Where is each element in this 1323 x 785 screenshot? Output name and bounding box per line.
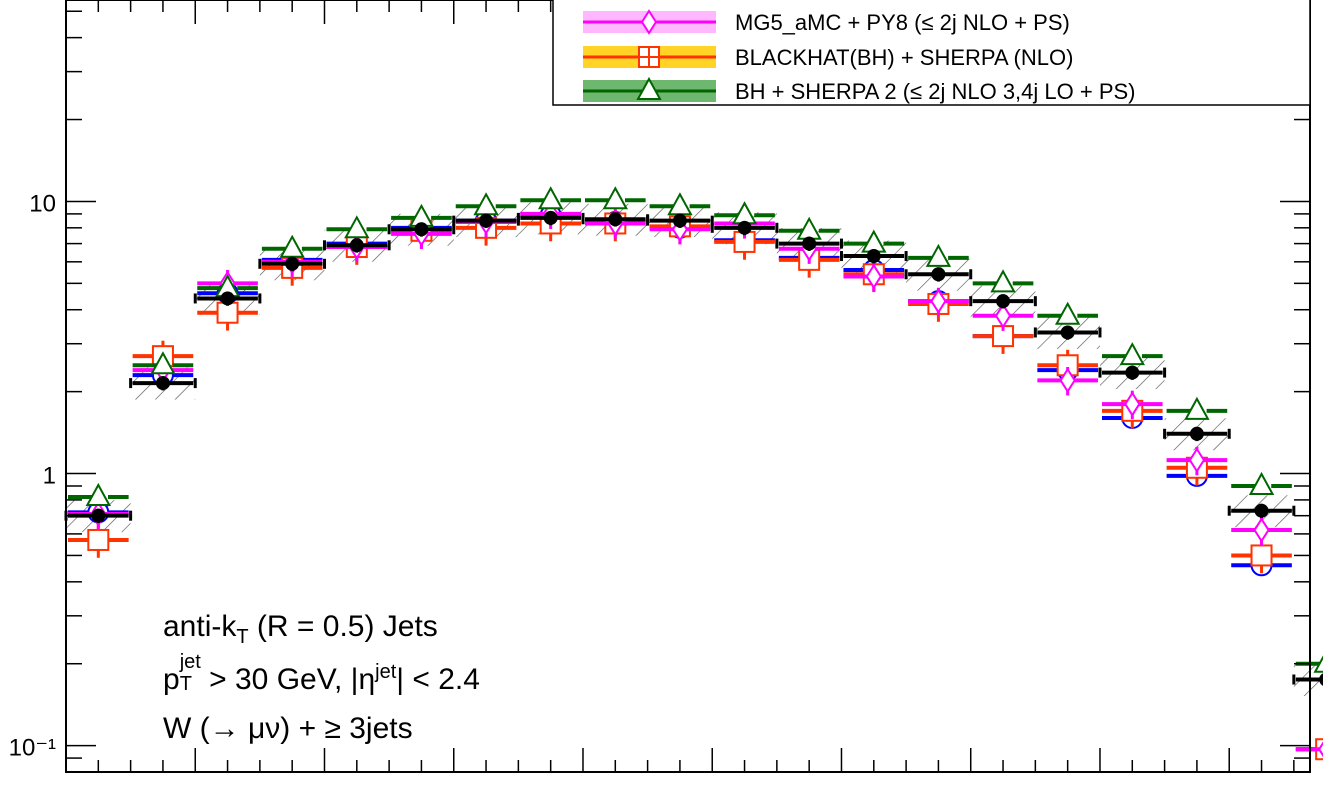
plot-border [65, 0, 1311, 773]
prediction-marker [994, 302, 1012, 329]
annotation-text: > 30 GeV, |η [200, 663, 376, 696]
prediction-marker [1119, 342, 1145, 366]
annotation-superscript: jet [375, 661, 397, 683]
data-point [155, 376, 170, 391]
data-point [1319, 673, 1323, 686]
data-point [479, 213, 494, 228]
prediction-marker [636, 76, 662, 100]
data-point [91, 508, 106, 523]
annotation-process: W (→ μν) + ≥ 3jets [163, 714, 413, 744]
data-point [931, 267, 946, 282]
y-tick-label: 1 [43, 463, 56, 490]
data-point [1060, 325, 1075, 340]
prediction-marker [1253, 517, 1270, 543]
prediction-marker [85, 482, 112, 506]
prediction-marker [537, 186, 564, 210]
prediction-marker [925, 243, 952, 267]
prediction-marker [1250, 544, 1273, 567]
data-point [1125, 365, 1140, 380]
y-tick-label: 10 [29, 190, 56, 217]
data-point [349, 238, 364, 253]
legend-label: BH + SHERPA 2 (≤ 2j NLO 3,4j LO + PS) [735, 79, 1136, 104]
data-point [285, 256, 300, 271]
data-point [802, 236, 817, 251]
annotation-jet-algorithm: anti-kT (R = 0.5) Jets [163, 610, 438, 648]
data-point [1254, 503, 1269, 518]
legend: MG5_aMC + PY8 (≤ 2j NLO + PS) BLACKHAT(BH… [552, 0, 1311, 106]
annotation-subscript: T [236, 626, 249, 648]
data-point [220, 291, 235, 306]
legend-label: MG5_aMC + PY8 (≤ 2j NLO + PS) [735, 10, 1070, 35]
series-0 [64, 210, 1323, 686]
data-point [608, 212, 623, 227]
prediction-marker [990, 269, 1016, 293]
prediction-marker [1124, 391, 1141, 417]
annotation-superscript: jet [179, 651, 201, 673]
data-point [543, 210, 558, 225]
prediction-marker [930, 288, 947, 315]
series-layer [64, 186, 1323, 761]
annotation-text: W (→ μν) + ≥ 3jets [163, 712, 413, 745]
prediction-marker [640, 9, 658, 35]
data-point [414, 222, 429, 237]
prediction-marker [1059, 367, 1076, 394]
series-4 [68, 186, 1323, 673]
prediction-marker [279, 234, 305, 258]
prediction-marker [1248, 471, 1275, 495]
data-point [996, 294, 1011, 309]
prediction-marker [87, 528, 110, 551]
prediction-marker [344, 215, 370, 239]
prediction-marker [1184, 396, 1210, 420]
annotation-text: (R = 0.5) Jets [248, 610, 438, 643]
prediction-marker [150, 351, 176, 375]
annotation-text: | < 2.4 [396, 663, 480, 696]
annotation-text: anti-k [163, 610, 237, 643]
prediction-marker [1188, 447, 1206, 474]
data-point [1189, 426, 1204, 441]
prediction-marker [1313, 655, 1323, 673]
data-point [866, 249, 881, 264]
legend-label: BLACKHAT(BH) + SHERPA (NLO) [735, 45, 1073, 70]
prediction-marker [1054, 301, 1081, 325]
prediction-marker [602, 186, 628, 210]
data-point [737, 220, 752, 235]
annotation-text: p [163, 663, 180, 696]
data-point [672, 213, 687, 228]
annotation-jet-cuts: p jet T > 30 GeV, |ηjet| < 2.4 [163, 652, 480, 704]
prediction-marker [865, 263, 882, 290]
prediction-marker [1317, 741, 1323, 758]
y-tick-label: 10⁻¹ [9, 735, 56, 762]
annotation-subscript: T [179, 673, 192, 695]
